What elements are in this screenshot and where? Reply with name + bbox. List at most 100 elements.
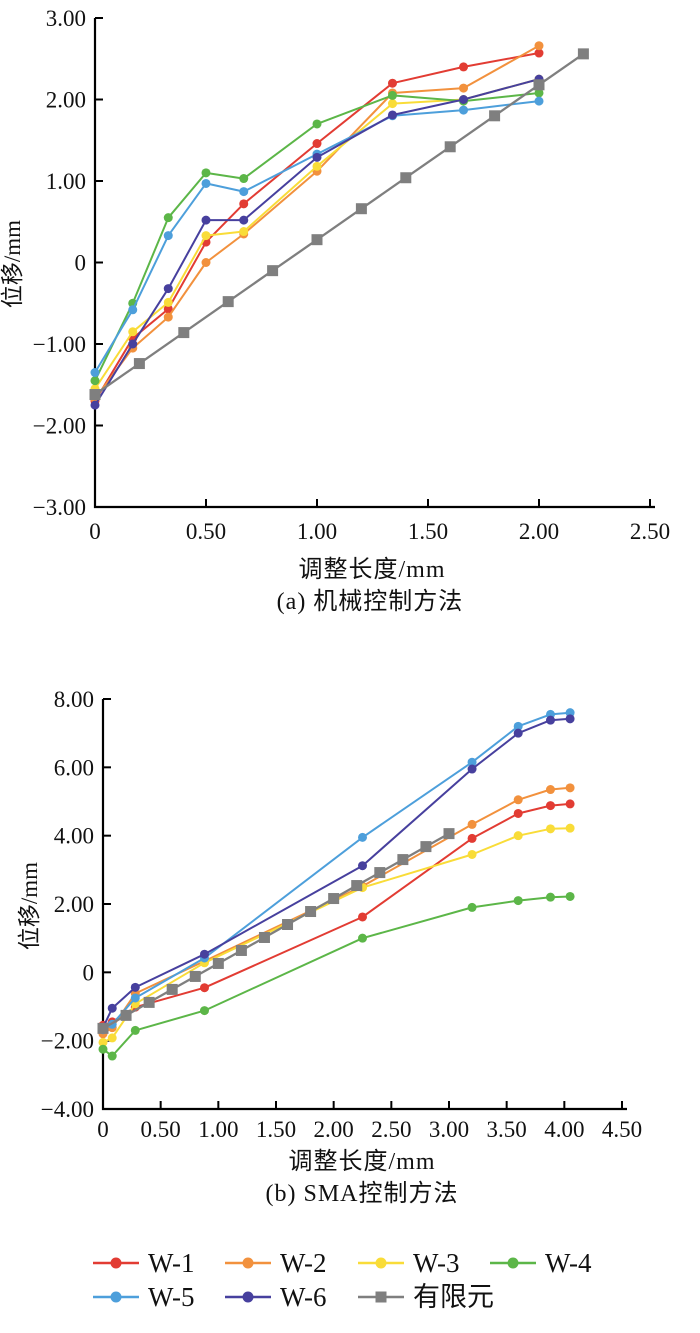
legend-label-W-2: W-2 <box>280 1248 327 1278</box>
series-marker-W-5-b <box>513 721 523 731</box>
series-marker-W-4-b <box>107 1051 117 1061</box>
series-marker-W-6-a <box>163 284 173 294</box>
series-marker-有限元-b <box>166 983 178 995</box>
series-marker-W-2-b <box>513 795 523 805</box>
series-marker-W-4-a <box>163 213 173 223</box>
y-tick-label-a: 3.00 <box>46 6 86 31</box>
series-marker-有限元-b <box>420 841 432 853</box>
x-tick-label-b: 3.50 <box>487 1117 527 1142</box>
series-marker-W-5-a <box>128 305 138 315</box>
legend-marker-W-2 <box>242 1257 254 1269</box>
series-marker-W-3-a <box>128 327 138 337</box>
x-tick-label-b: 2.00 <box>314 1117 354 1142</box>
series-marker-有限元-b <box>374 867 386 879</box>
series-marker-W-3-a <box>201 231 211 241</box>
series-marker-有限元-a <box>577 48 589 60</box>
series-marker-W-3-b <box>98 1037 108 1047</box>
series-marker-有限元-a <box>267 265 279 277</box>
series-marker-W-6-a <box>312 152 322 162</box>
y-tick-label-a: 1.00 <box>46 169 86 194</box>
series-marker-W-3-a <box>387 99 397 109</box>
series-marker-W-4-b <box>358 933 367 943</box>
legend-marker-W-6 <box>242 1291 254 1303</box>
series-marker-W-3-b <box>467 849 477 859</box>
y-tick-label-a: −2.00 <box>33 414 86 439</box>
series-line-有限元-a <box>94 52 585 396</box>
series-marker-W-6-a <box>128 339 138 349</box>
series-marker-有限元-a <box>400 172 412 184</box>
series-marker-W-3-a <box>312 161 322 171</box>
legend-marker-有限元 <box>375 1291 387 1303</box>
series-marker-有限元-a <box>489 110 501 122</box>
series-marker-W-5-a <box>534 96 544 106</box>
series-marker-W-3-a <box>239 227 249 237</box>
x-tick-label-a: 1.50 <box>408 519 448 544</box>
series-marker-W-4-a <box>201 168 211 178</box>
x-tick-label-b: 3.00 <box>429 1117 469 1142</box>
series-marker-W-6-a <box>201 215 211 225</box>
legend-label-W-6: W-6 <box>280 1282 327 1312</box>
legend-label-W-3: W-3 <box>413 1248 460 1278</box>
series-marker-W-1-b <box>545 801 555 811</box>
y-tick-label-a: −1.00 <box>33 332 86 357</box>
series-marker-W-3-b <box>513 831 523 841</box>
series-marker-W-1-b <box>565 799 575 809</box>
y-tick-label-b: 6.00 <box>54 755 94 780</box>
series-marker-有限元-b <box>397 854 409 866</box>
x-tick-label-a: 0.50 <box>186 519 226 544</box>
series-marker-W-5-a <box>90 368 100 378</box>
series-marker-W-2-a <box>459 83 469 93</box>
series-marker-W-2-b <box>467 819 477 829</box>
series-marker-W-6-a <box>387 110 397 120</box>
caption-panel-a: (a) 机械控制方法 <box>276 589 464 615</box>
series-marker-W-6-b <box>467 764 477 774</box>
series-marker-W-1-a <box>459 62 469 72</box>
series-marker-W-5-b <box>358 832 367 842</box>
series-marker-W-1-a <box>239 199 249 209</box>
series-marker-W-6-a <box>90 400 100 410</box>
y-tick-label-b: −2.00 <box>41 1029 94 1054</box>
x-tick-label-b: 1.00 <box>198 1117 238 1142</box>
series-marker-W-2-a <box>163 312 173 322</box>
series-marker-W-6-b <box>130 982 140 992</box>
series-marker-W-5-a <box>163 231 173 241</box>
series-marker-W-5-b <box>565 708 575 718</box>
series-marker-W-4-b <box>98 1044 108 1054</box>
series-marker-W-3-b <box>545 824 555 834</box>
series-marker-W-4-b <box>467 902 477 912</box>
series-marker-W-4-b <box>565 891 575 901</box>
series-marker-W-6-a <box>459 95 469 104</box>
series-marker-W-6-b <box>565 714 575 724</box>
series-marker-W-1-b <box>199 983 209 993</box>
x-axis-label-panel-a: 调整长度/mm <box>298 557 446 583</box>
y-tick-label-b: 8.00 <box>54 687 94 712</box>
series-marker-W-3-b <box>107 1033 117 1043</box>
y-tick-label-b: 0 <box>83 960 95 985</box>
series-marker-W-4-b <box>545 892 555 902</box>
x-tick-label-b: 4.50 <box>602 1117 642 1142</box>
x-tick-label-a: 0 <box>89 519 101 544</box>
series-marker-W-6-a <box>239 215 249 225</box>
series-marker-W-1-a <box>387 78 397 88</box>
x-tick-label-b: 0.50 <box>141 1117 181 1142</box>
series-marker-有限元-b <box>120 1009 132 1021</box>
series-marker-有限元-b <box>143 996 155 1008</box>
legend-label-有限元: 有限元 <box>413 1282 494 1312</box>
series-marker-有限元-a <box>133 358 145 370</box>
legend-marker-W-1 <box>110 1257 122 1269</box>
series-marker-有限元-b <box>282 919 294 930</box>
axis-panel-a <box>93 18 655 509</box>
series-marker-有限元-b <box>97 1022 109 1034</box>
y-tick-label-b: −4.00 <box>41 1097 94 1122</box>
series-marker-有限元-b <box>258 931 270 943</box>
series-marker-有限元-a <box>444 141 456 153</box>
series-marker-W-5-a <box>201 178 211 188</box>
series-marker-W-4-a <box>387 90 397 100</box>
legend-label-W-5: W-5 <box>148 1282 195 1312</box>
y-tick-label-b: 4.00 <box>54 824 94 849</box>
series-marker-W-1-b <box>358 912 367 922</box>
series-marker-有限元-b <box>305 906 317 918</box>
series-marker-W-3-a <box>163 297 173 307</box>
legend-label-W-1: W-1 <box>148 1248 195 1278</box>
